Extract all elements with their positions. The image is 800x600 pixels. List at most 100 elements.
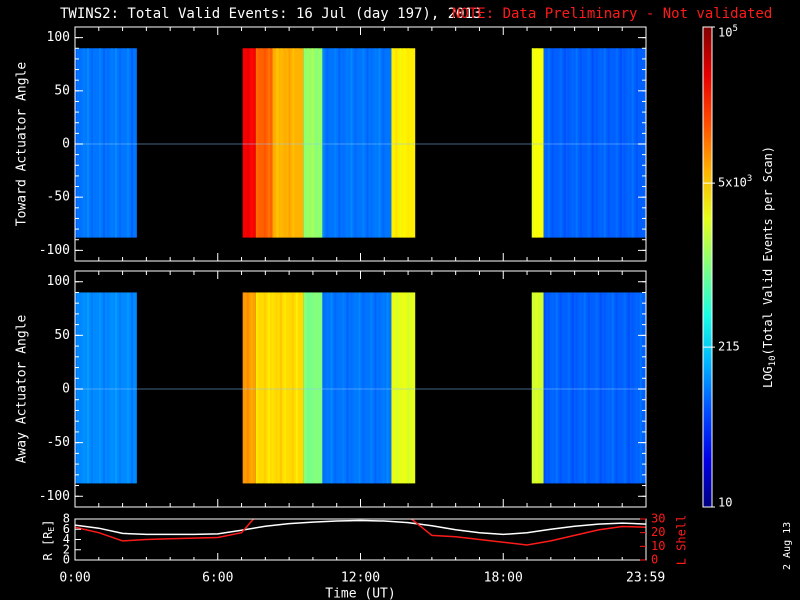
heatmap-streak [567, 292, 570, 484]
heatmap-streak [370, 292, 373, 484]
heatmap-streak [346, 48, 349, 238]
heatmap-streak [407, 292, 410, 484]
heatmap-streak [276, 48, 279, 238]
heatmap-streak [131, 292, 133, 484]
x-tick-label: 18:00 [484, 571, 523, 586]
heatmap-streak [551, 292, 554, 484]
heatmap-streak [279, 292, 282, 484]
heatmap-streak [635, 292, 638, 484]
heatmap-streak [296, 48, 299, 238]
heatmap-streak [115, 48, 117, 238]
heatmap-streak [280, 48, 283, 238]
right-y-tick-label: 30 [651, 512, 665, 526]
heatmap-streak [79, 48, 81, 238]
heatmap-streak [83, 292, 85, 484]
heatmap-streak [87, 292, 89, 484]
heatmap-streak [591, 292, 594, 484]
y-tick-label: -100 [39, 243, 70, 258]
heatmap-streak [575, 48, 578, 238]
heatmap-streak [362, 48, 365, 238]
heatmap-streak [123, 48, 125, 238]
lshell-axis-label: L Shell [675, 515, 689, 566]
heatmap-streak [551, 48, 554, 238]
side-date-stamp: 2 Aug 13 [782, 521, 793, 570]
heatmap-streak [607, 292, 610, 484]
heatmap-streak [330, 48, 333, 238]
heatmap-streak [366, 48, 369, 238]
right-y-tick-label: 10 [651, 539, 665, 553]
heatmap-streak [374, 48, 377, 238]
heatmap-streak [295, 292, 298, 484]
heatmap-streak [103, 48, 105, 238]
heatmap-streak [263, 292, 266, 484]
x-axis-label: Time (UT) [325, 587, 395, 600]
x-tick-label: 6:00 [202, 571, 233, 586]
heatmap-streak [555, 292, 558, 484]
heatmap-segment [391, 292, 416, 484]
y-axis-label: Toward Actuator Angle [15, 62, 30, 227]
heatmap-streak [338, 292, 341, 484]
heatmap-streak [259, 48, 262, 238]
heatmap-streak [395, 48, 398, 238]
heatmap-streak [267, 292, 270, 484]
heatmap-streak [378, 48, 381, 238]
heatmap-streak [366, 292, 369, 484]
heatmap-streak [599, 292, 602, 484]
y-tick-label: 50 [54, 83, 70, 98]
heatmap-streak [382, 48, 385, 238]
heatmap-streak [291, 292, 294, 484]
heatmap-streak [583, 48, 586, 238]
heatmap-streak [595, 292, 598, 484]
lshell-line [75, 519, 646, 546]
heatmap-streak [272, 48, 275, 238]
heatmap-streak [531, 292, 534, 484]
heatmap-streak [627, 48, 630, 238]
heatmap-streak [583, 292, 586, 484]
heatmap-streak [255, 48, 258, 238]
heatmap-streak [99, 48, 101, 238]
heatmap-streak [284, 48, 287, 238]
heatmap-streak [326, 292, 329, 484]
heatmap-streak [91, 292, 93, 484]
heatmap-streak [362, 292, 365, 484]
heatmap-streak [246, 48, 249, 238]
heatmap-streak [591, 48, 594, 238]
heatmap-streak [350, 48, 353, 238]
heatmap-streak [322, 48, 325, 238]
heatmap-streak [374, 292, 377, 484]
heatmap-streak [255, 292, 258, 484]
heatmap-streak [623, 292, 626, 484]
heatmap-streak [123, 292, 125, 484]
heatmap-streak [403, 292, 406, 484]
heatmap-streak [623, 48, 626, 238]
heatmap-streak [563, 48, 566, 238]
heatmap-streak [407, 48, 410, 238]
heatmap-streak [342, 292, 345, 484]
y-axis-label: Away Actuator Angle [15, 314, 30, 463]
heatmap-streak [307, 292, 310, 484]
colorbar-tick-label: 215 [718, 340, 740, 354]
left-y-tick-label: 0 [63, 553, 70, 567]
heatmap-streak [311, 48, 314, 238]
heatmap-streak [567, 48, 570, 238]
heatmap-streak [354, 48, 357, 238]
heatmap-streak [619, 292, 622, 484]
heatmap-segment [322, 292, 392, 484]
heatmap-streak [378, 292, 381, 484]
figure-title: TWINS2: Total Valid Events: 16 Jul (day … [60, 6, 482, 22]
y-tick-label: 0 [62, 382, 70, 397]
heatmap-streak [127, 292, 129, 484]
y-tick-label: 0 [62, 137, 70, 152]
heatmap-streak [639, 292, 642, 484]
heatmap-streak [599, 48, 602, 238]
heatmap-streak [350, 292, 353, 484]
heatmap-streak [250, 48, 253, 238]
heatmap-streak [555, 48, 558, 238]
heatmap-streak [326, 48, 329, 238]
heatmap-streak [250, 292, 253, 484]
heatmap-streak [95, 292, 97, 484]
heatmap-segment [322, 48, 392, 238]
heatmap-streak [288, 48, 291, 238]
heatmap-streak [547, 292, 550, 484]
